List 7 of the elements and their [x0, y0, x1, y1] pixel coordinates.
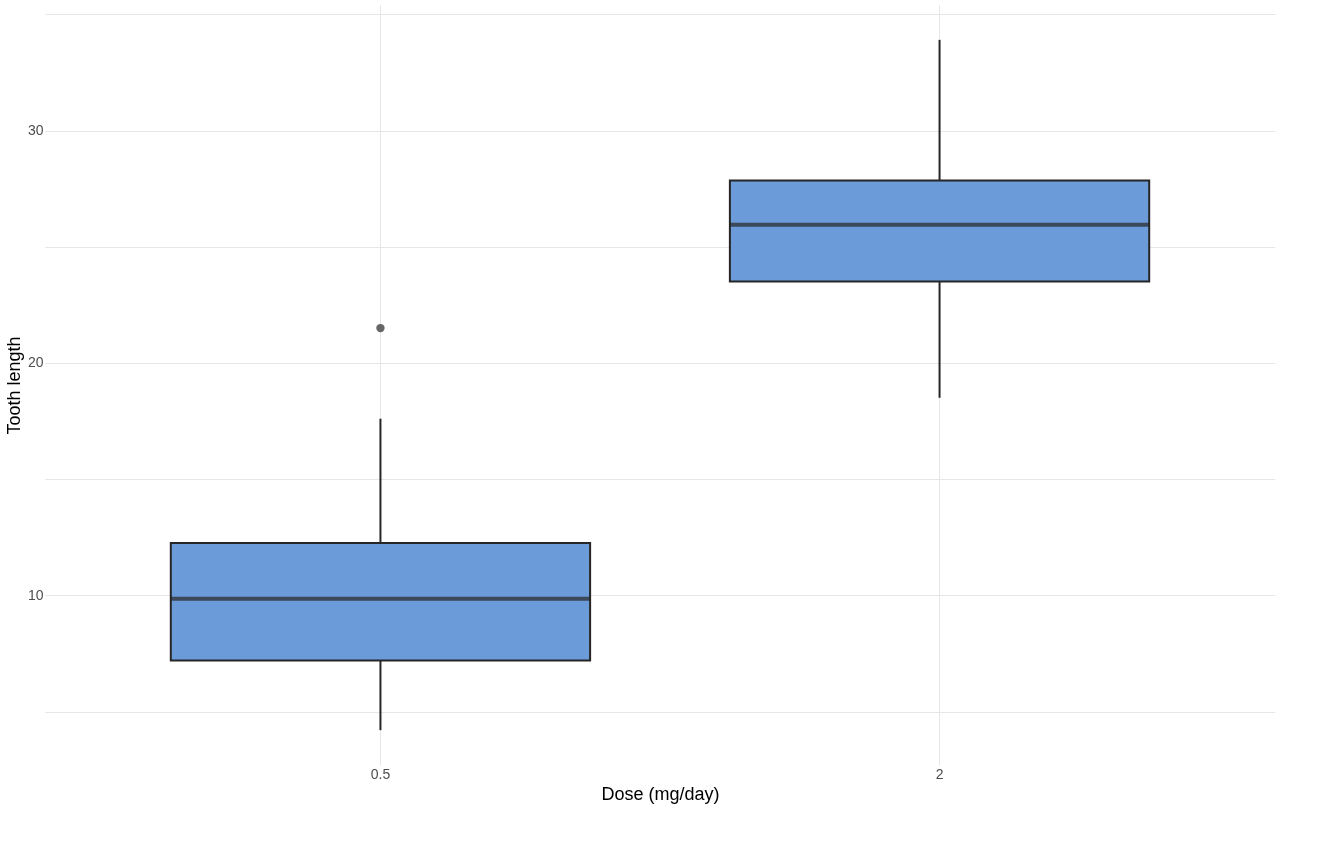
x-tick-label: 0.5	[370, 765, 391, 782]
y-tick-label: 30	[27, 122, 44, 138]
x-axis-title: Dose (mg/day)	[601, 783, 720, 804]
y-tick-label: 20	[27, 354, 44, 371]
y-axis-title: Tooth length	[3, 336, 24, 435]
y-tick-label: 10	[27, 586, 44, 603]
x-tick-label: 2	[935, 765, 944, 782]
